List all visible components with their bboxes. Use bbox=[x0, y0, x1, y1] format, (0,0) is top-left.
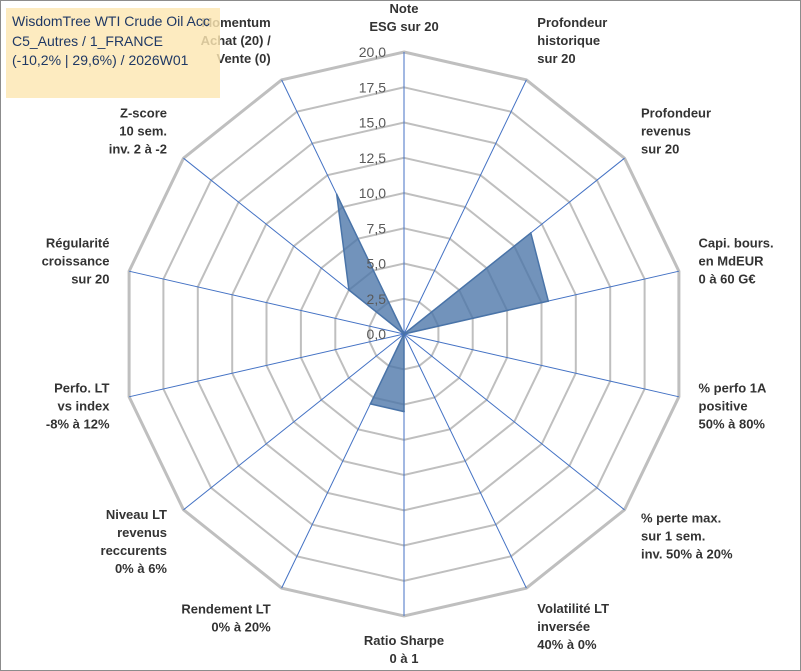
spoke-9 bbox=[183, 333, 405, 511]
axis-label-2: Profondeur revenus sur 20 bbox=[641, 105, 711, 156]
spoke-5 bbox=[403, 333, 625, 511]
axis-label-11: Régularité croissance sur 20 bbox=[42, 236, 110, 287]
axis-label-10: Perfo. LT vs index -8% à 12% bbox=[46, 380, 110, 431]
data-point-12 bbox=[348, 289, 350, 291]
title-box: WisdomTree WTI Crude Oil Acc C5_Autres /… bbox=[6, 8, 220, 98]
axis-label-4: % perfo 1A positive 50% à 80% bbox=[699, 380, 768, 431]
tick-label-8: 20,0 bbox=[359, 44, 386, 60]
tick-label-6: 15,0 bbox=[359, 115, 386, 131]
tick-label-5: 12,5 bbox=[359, 150, 386, 166]
axis-label-3: Capi. bours. en MdEUR 0 à 60 G€ bbox=[699, 236, 774, 287]
series-area bbox=[335, 193, 550, 413]
tick-label-0: 0,0 bbox=[367, 326, 387, 342]
spoke-6 bbox=[403, 333, 527, 589]
axis-label-7: Ratio Sharpe 0 à 1 bbox=[364, 633, 444, 666]
axis-label-9: Niveau LT revenus reccurents 0% à 6% bbox=[101, 507, 168, 576]
data-point-7 bbox=[403, 410, 405, 413]
axis-label-6: Volatilité LT inversée 40% à 0% bbox=[537, 601, 609, 652]
data-point-2 bbox=[530, 232, 532, 234]
axis-label-1: Profondeur historique sur 20 bbox=[537, 15, 607, 66]
data-point-8 bbox=[369, 403, 372, 405]
tick-label-1: 2,5 bbox=[367, 291, 387, 307]
title-line-2: C5_Autres / 1_FRANCE bbox=[12, 32, 163, 49]
axis-label-8: Rendement LT 0% à 20% bbox=[181, 602, 271, 635]
title-line-3: (-10,2% | 29,6%) / 2026W01 bbox=[12, 52, 189, 68]
spoke-10 bbox=[128, 333, 405, 398]
spoke-4 bbox=[403, 333, 680, 398]
tick-label-7: 17,5 bbox=[359, 79, 386, 95]
data-point-13 bbox=[335, 193, 338, 196]
radar-area bbox=[335, 193, 550, 413]
title-line-1: WisdomTree WTI Crude Oil Acc bbox=[12, 13, 210, 29]
tick-label-3: 7,5 bbox=[367, 220, 387, 236]
axis-label-5: % perte max. sur 1 sem. inv. 50% à 20% bbox=[641, 511, 733, 562]
tick-label-2: 5,0 bbox=[367, 256, 387, 272]
axis-labels: Note ESG sur 20 Profondeur historique sur 20… bbox=[42, 1, 774, 666]
data-point-3 bbox=[547, 300, 550, 302]
tick-label-4: 10,0 bbox=[359, 185, 386, 201]
spoke-11 bbox=[128, 270, 405, 335]
radial-tick-labels: 0,0 2,5 5,0 7,5 10,0 12,5 15,0 17,5 20,0 bbox=[359, 44, 386, 342]
axis-label-12: Z-score 10 sem. inv. 2 à -2 bbox=[109, 105, 167, 156]
data-point-11 bbox=[403, 333, 405, 335]
spoke-1 bbox=[403, 79, 527, 335]
axis-label-0: Note ESG sur 20 bbox=[369, 1, 438, 34]
